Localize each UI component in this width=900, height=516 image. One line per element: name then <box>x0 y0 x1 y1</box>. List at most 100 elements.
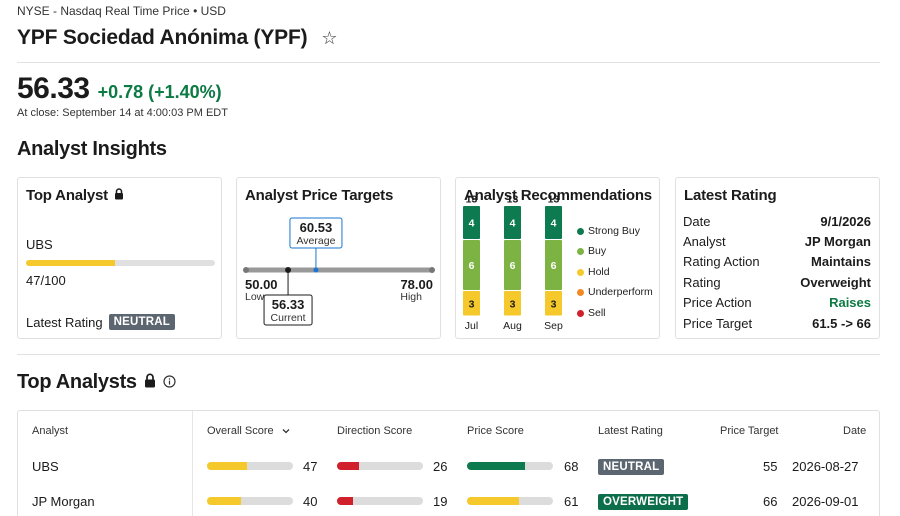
overall-score-bar <box>207 462 293 470</box>
bar-segment-buy <box>545 240 562 290</box>
current-marker <box>285 267 292 273</box>
price-score: 68 <box>564 459 579 474</box>
average-marker <box>313 267 319 273</box>
month-label: Aug <box>503 320 522 332</box>
chevron-down-icon <box>282 425 290 437</box>
top-analysts-table: Analyst Overall Score Direction Score Pr… <box>17 410 880 516</box>
current-box <box>263 294 313 326</box>
col-header-latest-rating[interactable]: Latest Rating <box>598 425 663 437</box>
direction-score: 19 <box>433 494 448 509</box>
bar-segment-label: 3 <box>551 298 557 310</box>
top-analysts-title: Top Analysts <box>17 371 137 393</box>
direction-score-bar <box>337 497 423 505</box>
latest-rating-row-date: Date 9/1/2026 <box>683 214 871 229</box>
exchange-info: NYSE - Nasdaq Real Time Price • USD <box>17 4 226 18</box>
bar-segment-label: 3 <box>469 298 475 310</box>
price-targets-card: Analyst Price Targets 60.53 Average 56.3… <box>236 177 441 339</box>
top-analyst-score: 47/100 <box>26 273 66 288</box>
price-score: 61 <box>564 494 579 509</box>
col-header-price-target[interactable]: Price Target <box>720 425 779 437</box>
column-separator <box>192 411 193 516</box>
bar-segment-label: 4 <box>510 218 516 230</box>
current-value: 56.33 <box>272 297 305 312</box>
col-header-direction-score[interactable]: Direction Score <box>337 425 413 437</box>
top-analyst-card: Top Analyst UBS 47/100 Latest Rating NEU… <box>17 177 222 339</box>
star-icon[interactable]: ☆ <box>321 28 338 48</box>
latest-rating-card: Latest Rating Date 9/1/2026 Analyst JP M… <box>675 177 880 339</box>
rating-badge-cell: NEUTRAL <box>598 457 665 475</box>
latest-rating-row-analyst: Analyst JP Morgan <box>683 234 871 249</box>
bar-segment-strong-buy <box>504 206 521 239</box>
direction-score-bar <box>337 462 423 470</box>
close-info: At close: September 14 at 4:00:03 PM EDT <box>17 107 228 119</box>
legend-sell: Sell <box>577 307 606 319</box>
row-analyst[interactable]: UBS <box>32 459 59 474</box>
latest-rating-row-action: Rating Action Maintains <box>683 254 871 269</box>
bar-segment-hold <box>545 291 562 316</box>
info-icon[interactable] <box>163 371 176 394</box>
average-value: 60.53 <box>300 220 333 235</box>
col-header-price-score[interactable]: Price Score <box>467 425 524 437</box>
row-analyst[interactable]: JP Morgan <box>32 494 95 509</box>
direction-score: 26 <box>433 459 448 474</box>
page-title: YPF Sociedad Anónima (YPF) <box>17 26 308 49</box>
col-header-analyst: Analyst <box>32 425 69 437</box>
underperform-dot <box>577 288 584 296</box>
latest-rating-title: Latest Rating <box>684 187 777 204</box>
overall-score: 47 <box>303 459 318 474</box>
section-divider <box>17 354 880 355</box>
col-header-overall-score[interactable]: Overall Score <box>207 425 290 437</box>
bar-segment-hold <box>463 291 480 316</box>
top-analyst-title: Top Analyst <box>26 187 124 204</box>
analyst-insights-title: Analyst Insights <box>17 138 167 160</box>
price-score-bar <box>467 462 553 470</box>
price-target: 55 <box>763 459 778 474</box>
price-row: 56.33 +0.78 (+1.40%) <box>17 72 222 106</box>
price-score-bar <box>467 497 553 505</box>
price-targets-chart: 60.53 Average 56.33 Current 50.00 Low 78… <box>243 217 435 326</box>
latest-rating-row-rating: Rating Overweight <box>683 275 871 290</box>
bar-segment-hold <box>504 291 521 316</box>
col-header-date[interactable]: Date <box>843 425 867 437</box>
bar-segment-buy <box>463 240 480 290</box>
bar-segment-label: 4 <box>469 218 475 230</box>
price-target: 66 <box>763 494 778 509</box>
bar-segment-label: 6 <box>510 260 516 272</box>
high-value: 78.00 <box>400 277 433 292</box>
top-analyst-score-fill <box>26 260 115 266</box>
average-label: Average <box>296 235 335 247</box>
bar-total-label: 13 <box>548 194 560 206</box>
current-label: Current <box>271 312 306 324</box>
bar-segment-label: 6 <box>469 260 475 272</box>
hold-dot <box>577 268 584 276</box>
low-marker <box>243 267 249 273</box>
bar-segment-buy <box>504 240 521 290</box>
top-analyst-rating-row: Latest Rating NEUTRAL <box>26 314 175 330</box>
high-label: High <box>400 291 422 303</box>
legend-buy: Buy <box>577 245 606 257</box>
lock-icon <box>144 371 156 394</box>
top-analyst-rating-label: Latest Rating <box>26 314 103 330</box>
recommendations-chart: 3 6 4 13 Jul 3 6 4 13 Aug 3 6 4 13 Sep <box>463 194 563 332</box>
legend-strong-buy: Strong Buy <box>577 225 640 237</box>
legend-hold: Hold <box>577 266 610 278</box>
price-targets-title: Analyst Price Targets <box>245 187 394 204</box>
price-change: +0.78 (+1.40%) <box>97 82 222 102</box>
bar-segment-label: 4 <box>551 218 557 230</box>
month-label: Sep <box>544 320 563 332</box>
latest-rating-row-price-action: Price Action Raises <box>683 295 871 310</box>
rating-badge-cell: OVERWEIGHT <box>598 492 689 510</box>
strong-buy-dot <box>577 227 584 235</box>
top-analysts-title-row: Top Analysts <box>17 371 176 394</box>
high-marker <box>429 267 435 273</box>
recommendations-title: Analyst Recommendations <box>464 187 652 204</box>
recommendations-card: Analyst Recommendations 3 6 4 13 Jul 3 6 4 13 Aug… <box>455 177 660 339</box>
title-row: YPF Sociedad Anónima (YPF) ☆ <box>17 26 338 50</box>
top-analyst-name: UBS <box>26 237 53 252</box>
sell-dot <box>577 309 584 317</box>
header-divider <box>17 62 880 63</box>
bar-segment-label: 3 <box>510 298 516 310</box>
overall-score-bar <box>207 497 293 505</box>
low-value: 50.00 <box>245 277 278 292</box>
bar-segment-strong-buy <box>463 206 480 239</box>
